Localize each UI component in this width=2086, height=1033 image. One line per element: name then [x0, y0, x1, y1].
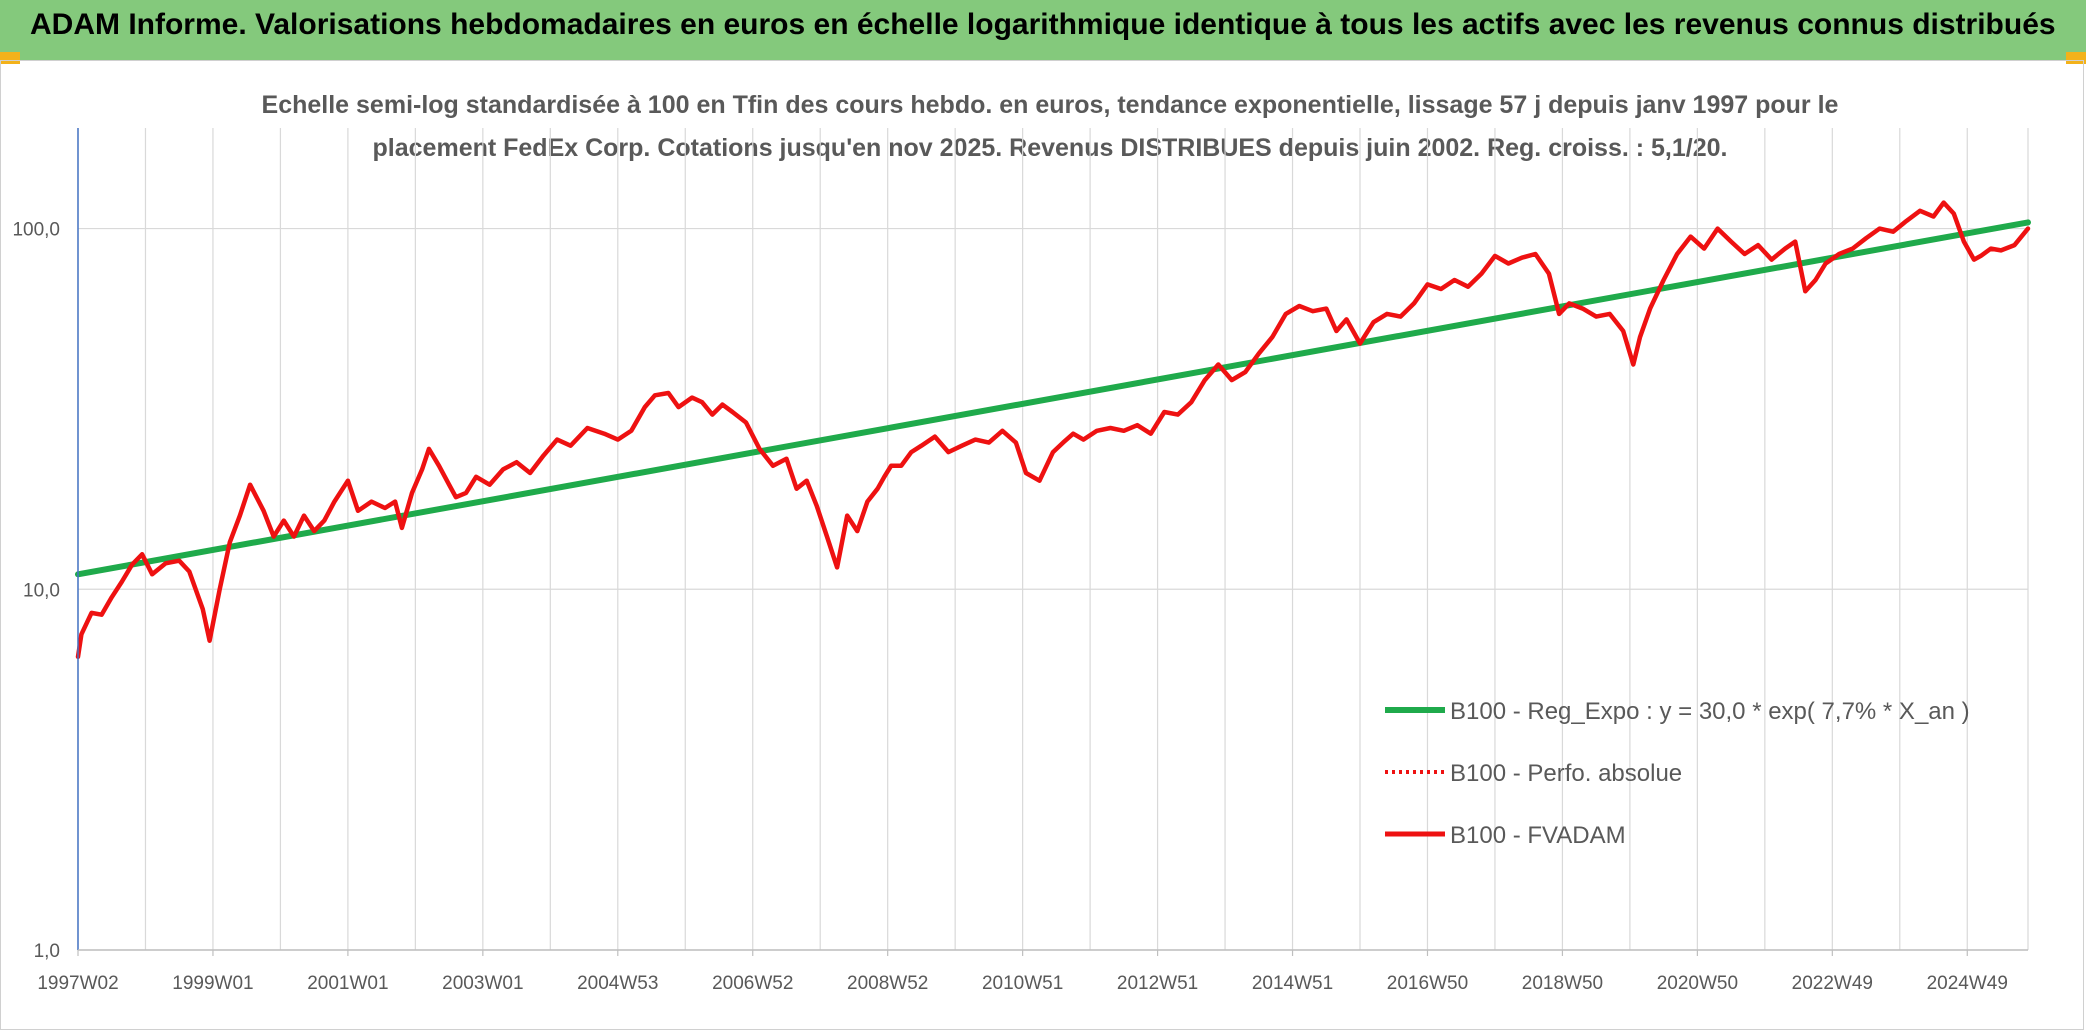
chart-subtitle-line1: Echelle semi-log standardisée à 100 en T…	[261, 91, 1839, 119]
page-title: ADAM Informe. Valorisations hebdomadaire…	[30, 8, 2056, 41]
chart-subtitle-line2: placement FedEx Corp. Cotations jusqu'en…	[372, 134, 1728, 162]
corner-marker-left	[0, 52, 20, 64]
title-banner: ADAM Informe. Valorisations hebdomadaire…	[0, 0, 2086, 60]
chart-frame	[0, 60, 2084, 1030]
corner-marker-right	[2066, 52, 2086, 64]
